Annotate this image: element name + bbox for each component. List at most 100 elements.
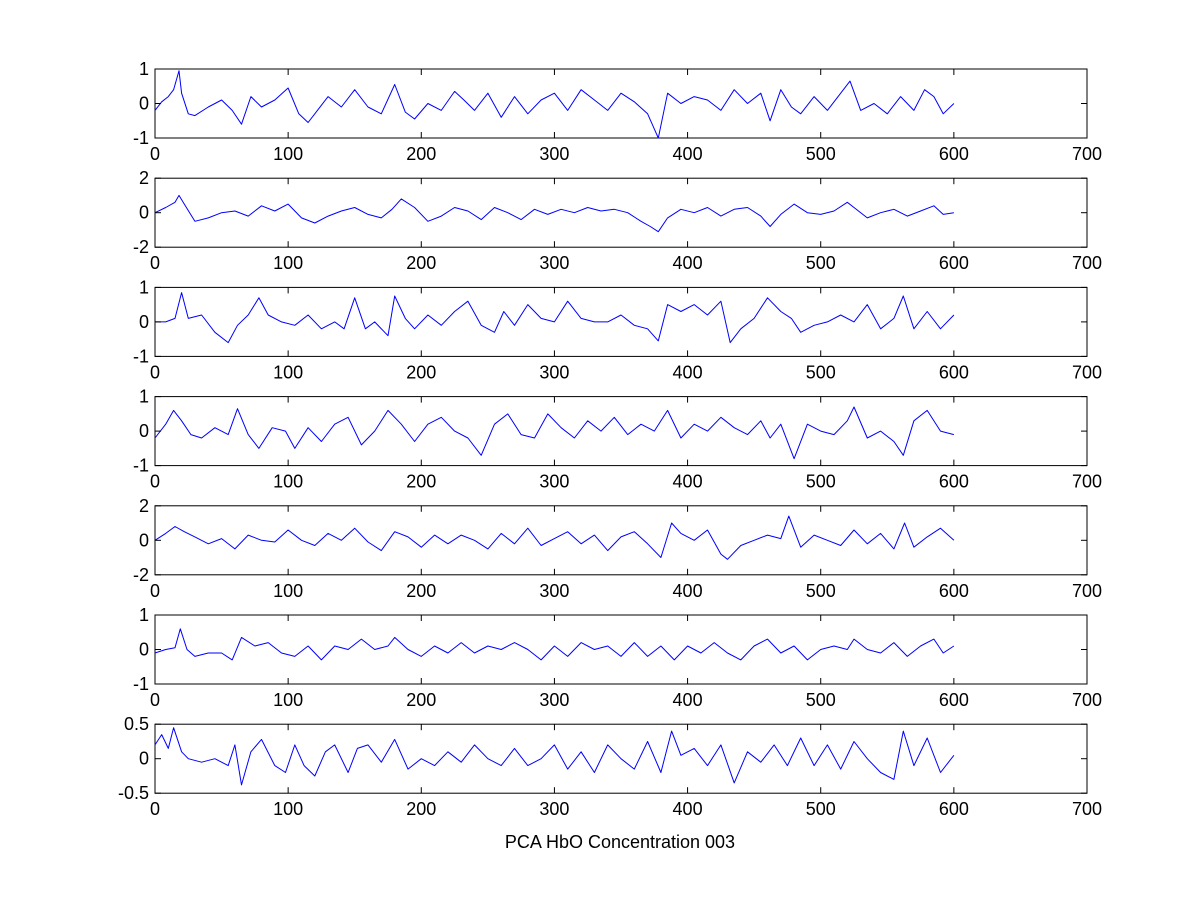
axes-box — [154, 286, 1088, 357]
x-tick-label: 300 — [539, 690, 569, 710]
x-tick-label: 0 — [150, 799, 160, 819]
x-tick-label: 100 — [273, 472, 303, 492]
x-tick-label: 100 — [273, 581, 303, 601]
figure-xlabel: PCA HbO Concentration 003 — [505, 832, 735, 852]
y-tick-label: -2 — [133, 237, 149, 257]
x-tick-label: 200 — [406, 799, 436, 819]
series-line — [155, 292, 955, 344]
x-tick-label: 400 — [673, 253, 703, 273]
y-tick-label: -1 — [133, 128, 149, 148]
x-tick-label: 400 — [673, 690, 703, 710]
series-line — [154, 515, 955, 560]
x-tick-label: 700 — [1072, 581, 1102, 601]
x-tick-label: 200 — [406, 690, 436, 710]
y-tick-label: 0 — [139, 421, 149, 441]
axes-box — [154, 396, 1088, 467]
x-tick-label: 500 — [806, 362, 836, 382]
y-tick-label: 0.5 — [124, 714, 149, 734]
x-tick-label: 500 — [806, 799, 836, 819]
series-line — [154, 406, 955, 460]
series-line — [154, 727, 955, 786]
axes-box — [154, 68, 1088, 139]
x-tick-label: 400 — [673, 581, 703, 601]
axes-box — [154, 614, 1088, 685]
x-tick-label: 600 — [939, 253, 969, 273]
x-tick-label: 600 — [939, 690, 969, 710]
y-tick-label: -2 — [133, 565, 149, 585]
x-tick-label: 600 — [939, 472, 969, 492]
x-tick-label: 300 — [539, 799, 569, 819]
y-tick-label: -1 — [133, 346, 149, 366]
x-tick-label: 200 — [406, 581, 436, 601]
x-tick-label: 500 — [806, 472, 836, 492]
x-tick-label: 300 — [539, 253, 569, 273]
series-line — [154, 628, 955, 661]
y-tick-label: 1 — [139, 605, 149, 625]
x-tick-label: 600 — [939, 144, 969, 164]
x-tick-label: 300 — [539, 581, 569, 601]
x-tick-label: 0 — [150, 581, 160, 601]
y-tick-label: 2 — [139, 168, 149, 188]
y-tick-label: 0 — [139, 530, 149, 550]
y-tick-label: 1 — [139, 277, 149, 297]
x-tick-label: 500 — [806, 690, 836, 710]
y-tick-label: 0 — [139, 312, 149, 332]
x-tick-label: 400 — [673, 472, 703, 492]
x-tick-label: 600 — [939, 581, 969, 601]
x-tick-label: 0 — [150, 362, 160, 382]
series-line — [154, 70, 955, 139]
y-tick-label: 2 — [139, 496, 149, 516]
subplot-4: 0 100 200 300 400 500 600 700-101 — [133, 387, 1102, 492]
x-tick-label: 0 — [150, 472, 160, 492]
x-tick-label: 400 — [673, 144, 703, 164]
x-tick-label: 200 — [406, 253, 436, 273]
x-tick-label: 100 — [273, 362, 303, 382]
y-tick-label: -0.5 — [118, 783, 149, 803]
x-tick-label: 500 — [806, 253, 836, 273]
x-tick-label: 100 — [273, 253, 303, 273]
x-tick-label: 200 — [406, 362, 436, 382]
subplot-3: 0 100 200 300 400 500 600 700-101 — [133, 277, 1102, 382]
x-tick-label: 300 — [539, 472, 569, 492]
subplot-5: 0 100 200 300 400 500 600 700-202 — [133, 496, 1102, 601]
y-tick-label: 0 — [139, 203, 149, 223]
subplot-6: 0 100 200 300 400 500 600 700-101 — [133, 605, 1102, 710]
subplot-2: 0 100 200 300 400 500 600 700-202 — [133, 168, 1102, 273]
x-tick-label: 0 — [150, 690, 160, 710]
y-tick-label: -1 — [133, 674, 149, 694]
x-tick-label: 700 — [1072, 362, 1102, 382]
subplot-1: 0 100 200 300 400 500 600 700-101 — [133, 59, 1102, 164]
axes-box — [154, 177, 1088, 248]
y-tick-label: 0 — [139, 749, 149, 769]
x-tick-label: 700 — [1072, 799, 1102, 819]
x-tick-label: 600 — [939, 362, 969, 382]
x-tick-label: 700 — [1072, 690, 1102, 710]
x-tick-label: 100 — [273, 690, 303, 710]
x-tick-label: 500 — [806, 581, 836, 601]
x-tick-label: 100 — [273, 144, 303, 164]
axes-box — [154, 505, 1088, 576]
x-tick-label: 500 — [806, 144, 836, 164]
y-tick-label: 1 — [139, 387, 149, 407]
x-tick-label: 400 — [673, 362, 703, 382]
y-tick-label: 0 — [139, 640, 149, 660]
y-tick-label: 1 — [139, 59, 149, 79]
x-tick-label: 200 — [406, 144, 436, 164]
x-tick-label: 200 — [406, 472, 436, 492]
x-tick-label: 300 — [539, 362, 569, 382]
x-tick-label: 400 — [673, 799, 703, 819]
x-tick-label: 700 — [1072, 144, 1102, 164]
y-tick-label: 0 — [139, 94, 149, 114]
x-tick-label: 300 — [539, 144, 569, 164]
series-line — [154, 194, 954, 233]
subplot-7: 0 100 200 300 400 500 600 700-0.500.5 — [118, 714, 1102, 819]
x-tick-label: 700 — [1072, 253, 1102, 273]
x-tick-label: 600 — [939, 799, 969, 819]
x-tick-label: 0 — [150, 253, 160, 273]
x-tick-label: 0 — [150, 144, 160, 164]
x-tick-label: 100 — [273, 799, 303, 819]
x-tick-label: 700 — [1072, 472, 1102, 492]
y-tick-label: -1 — [133, 456, 149, 476]
